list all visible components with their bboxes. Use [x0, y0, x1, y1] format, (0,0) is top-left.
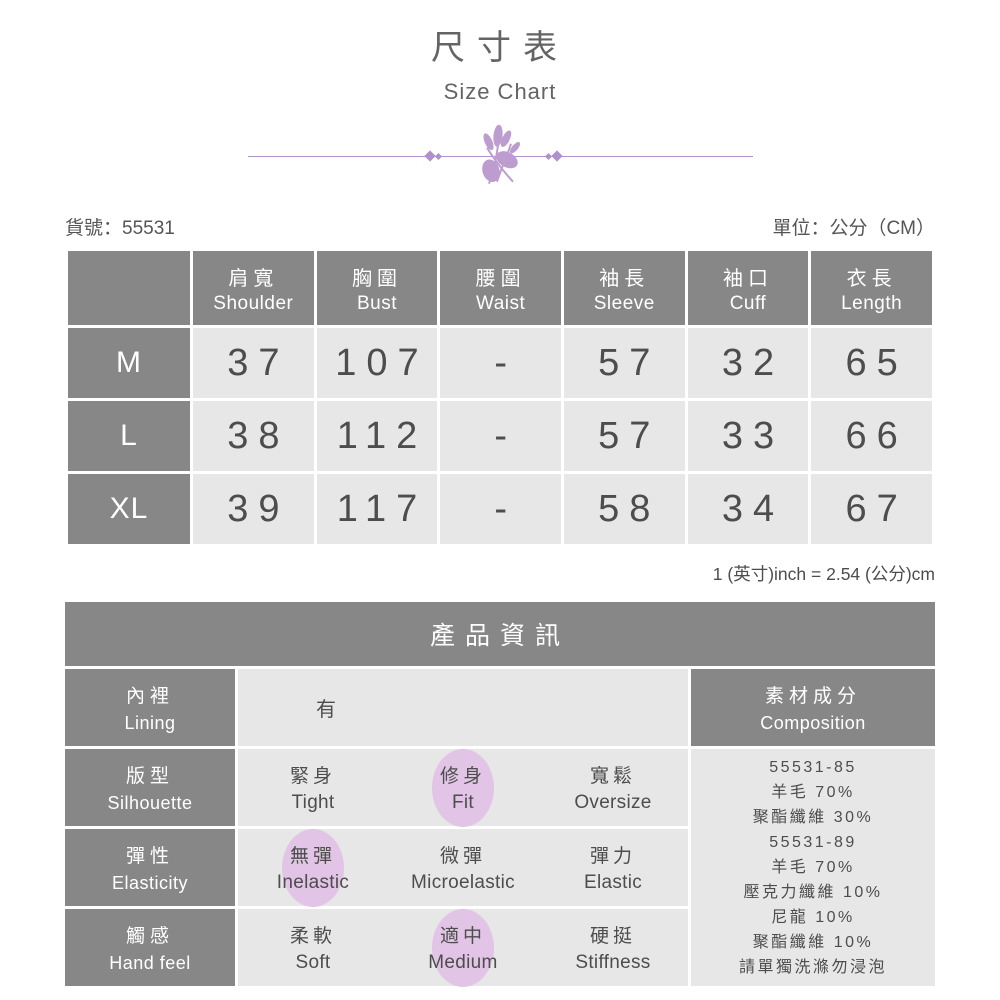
column-header-waist: 腰圍 Waist [440, 251, 561, 325]
composition-line: 55531-89 [769, 834, 857, 851]
elasticity-options-cell: 無彈 Inelastic 微彈 Microelastic 彈力 Elastic [238, 828, 688, 907]
item-number-label: 貨號：55531 [65, 218, 175, 239]
page-title-zh: 尺寸表 [431, 29, 569, 67]
table-meta-row: 貨號：55531 單位：公分（CM） [65, 213, 935, 240]
composition-line: 聚酯纖維 30% [752, 809, 874, 826]
table-row-size-xl: XL 39 117 - 58 34 67 [68, 474, 932, 544]
highlight-ellipse [432, 908, 494, 987]
table-row-size-m: M 37 107 - 57 32 65 [68, 328, 932, 398]
composition-line: 羊毛 70% [771, 784, 855, 801]
product-info-title: 產品資訊 [65, 602, 935, 666]
table-row-size-l: L 38 112 - 57 33 66 [68, 401, 932, 471]
elasticity-label-cell: 彈性 Elasticity [65, 829, 235, 906]
handfeel-label-cell: 觸感 Hand feel [65, 909, 235, 986]
lining-value: 有 [316, 699, 338, 721]
value-l-bust: 112 [316, 401, 438, 471]
size-table-header-row: 肩寬 Shoulder 胸圍 Bust 腰圍 Waist 袖長 Sleeve 袖… [68, 251, 932, 325]
column-header-cuff: 袖口 Cuff [687, 251, 809, 325]
value-l-waist: - [440, 401, 561, 471]
option-microelastic: 微彈 Microelastic [411, 846, 515, 893]
product-info-section: 產品資訊 內裡 Lining 有 素材成分 Composition 版型 Sil… [65, 602, 935, 987]
option-oversize: 寬鬆 Oversize [574, 766, 652, 813]
silhouette-options-cell: 緊身 Tight 修身 Fit 寬鬆 Oversize [238, 748, 688, 827]
product-info-grid: 內裡 Lining 有 素材成分 Composition 版型 Silhouet… [65, 669, 935, 987]
size-label-m: M [68, 328, 190, 398]
option-medium: 適中 Medium [388, 908, 538, 987]
page-title-en: Size Chart [443, 79, 557, 104]
option-fit: 修身 Fit [388, 748, 538, 827]
value-m-sleeve: 57 [563, 328, 685, 398]
ornament-divider [247, 124, 753, 187]
option-stiffness: 硬挺 Stiffness [575, 926, 651, 973]
size-label-l: L [68, 401, 190, 471]
composition-line: 聚酯纖維 10% [752, 934, 874, 951]
value-xl-shoulder: 39 [193, 474, 314, 544]
value-m-cuff: 32 [687, 328, 809, 398]
composition-line: 尼龍 10% [771, 909, 855, 926]
value-xl-sleeve: 58 [563, 474, 685, 544]
composition-line: 請單獨洗滌勿浸泡 [738, 959, 887, 976]
option-inelastic: 無彈 Inelastic [238, 828, 388, 907]
column-header-length: 衣長 Length [811, 251, 932, 325]
composition-line: 壓克力纖維 10% [743, 884, 883, 901]
value-xl-length: 67 [811, 474, 932, 544]
handfeel-options-cell: 柔軟 Soft 適中 Medium 硬挺 Stiffness [238, 908, 688, 987]
iris-flower-icon [482, 124, 521, 185]
value-m-bust: 107 [316, 328, 438, 398]
composition-header-cell: 素材成分 Composition [691, 669, 935, 746]
value-xl-waist: - [440, 474, 561, 544]
option-soft: 柔軟 Soft [289, 926, 336, 973]
value-l-shoulder: 38 [193, 401, 314, 471]
column-header-shoulder: 肩寬 Shoulder [193, 251, 314, 325]
column-header-bust: 胸圍 Bust [316, 251, 438, 325]
unit-label: 單位：公分（CM） [772, 218, 935, 239]
column-header-sleeve: 袖長 Sleeve [563, 251, 685, 325]
value-l-sleeve: 57 [563, 401, 685, 471]
divider-diamond-left-icon [424, 150, 443, 162]
value-l-cuff: 33 [687, 401, 809, 471]
divider-diamond-right-icon [544, 150, 563, 162]
value-m-waist: - [440, 328, 561, 398]
composition-line: 羊毛 70% [771, 859, 855, 876]
composition-line: 55531-85 [769, 759, 857, 776]
highlight-ellipse [432, 748, 494, 827]
option-elastic: 彈力 Elastic [583, 846, 643, 893]
value-m-shoulder: 37 [193, 328, 314, 398]
silhouette-label-cell: 版型 Silhouette [65, 749, 235, 826]
lining-value-cell: 有 [238, 669, 688, 746]
size-table-corner-cell [68, 251, 190, 325]
size-table: 肩寬 Shoulder 胸圍 Bust 腰圍 Waist 袖長 Sleeve 袖… [65, 248, 935, 547]
lining-label-cell: 內裡 Lining [65, 669, 235, 746]
value-xl-cuff: 34 [687, 474, 809, 544]
value-l-length: 66 [811, 401, 932, 471]
option-tight: 緊身 Tight [289, 766, 336, 813]
value-xl-bust: 117 [316, 474, 438, 544]
value-m-length: 65 [811, 328, 932, 398]
inch-conversion-note: 1 (英寸)inch = 2.54 (公分)cm [712, 564, 935, 584]
composition-body-cell: 55531-85 羊毛 70% 聚酯纖維 30% 55531-89 羊毛 70%… [691, 749, 935, 986]
highlight-ellipse [282, 828, 344, 907]
size-label-xl: XL [68, 474, 190, 544]
